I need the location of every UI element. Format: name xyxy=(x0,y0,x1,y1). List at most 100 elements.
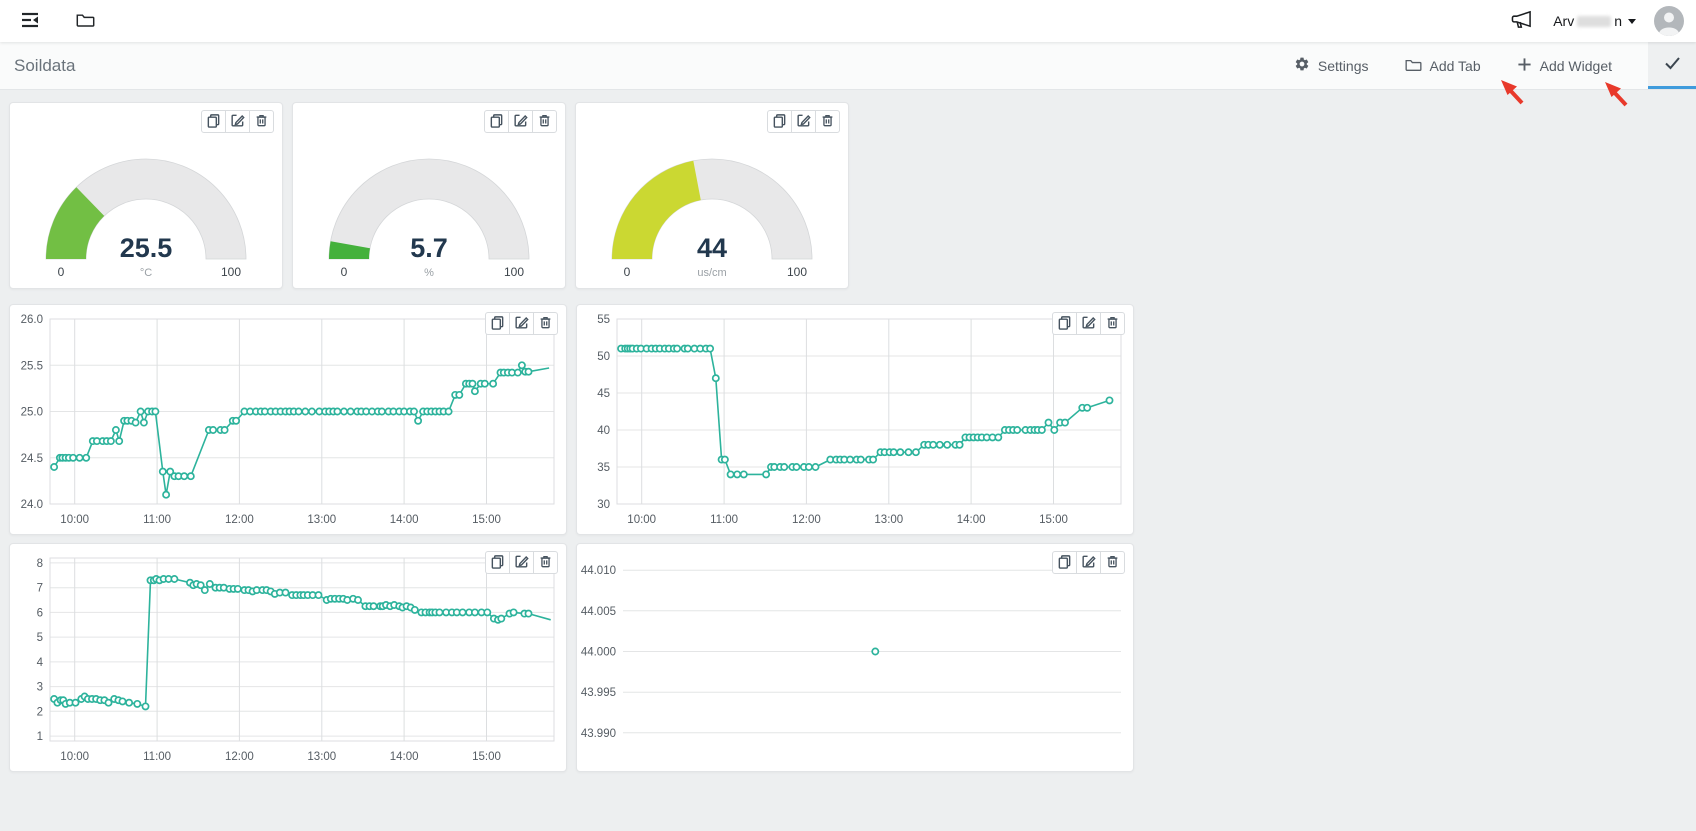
edit-widget-button[interactable] xyxy=(791,110,816,133)
topbar-right: Arv n xyxy=(1508,6,1684,36)
duplicate-widget-button[interactable] xyxy=(485,312,510,335)
svg-text:44.010: 44.010 xyxy=(581,565,616,577)
svg-text:44.005: 44.005 xyxy=(581,606,616,618)
gauge-arc: 25.5 xyxy=(45,158,247,263)
svg-text:11:00: 11:00 xyxy=(143,751,171,763)
svg-text:26.0: 26.0 xyxy=(21,314,43,326)
gauge-unit-label: °C xyxy=(139,267,153,279)
duplicate-icon xyxy=(490,554,505,572)
edit-widget-button[interactable] xyxy=(509,551,534,574)
gauge-min-label: 0 xyxy=(57,265,65,279)
megaphone-icon xyxy=(1510,10,1533,33)
svg-text:3: 3 xyxy=(37,682,43,694)
edit-icon xyxy=(1081,554,1096,572)
edit-widget-button[interactable] xyxy=(1076,551,1101,574)
gauge-unit-label: us/cm xyxy=(697,267,727,279)
chart-widget: 26.0 25.5 25.0 24.5 24.0 10:00 11:00 12:00 13:00… xyxy=(9,304,567,535)
svg-text:12:00: 12:00 xyxy=(225,514,254,526)
widget-actions xyxy=(1052,312,1125,335)
svg-text:25.0: 25.0 xyxy=(21,407,43,419)
svg-text:15:00: 15:00 xyxy=(1039,514,1068,526)
trash-icon xyxy=(537,113,552,131)
duplicate-icon xyxy=(490,315,505,333)
trash-icon xyxy=(538,315,553,333)
duplicate-widget-button[interactable] xyxy=(1052,551,1077,574)
duplicate-widget-button[interactable] xyxy=(767,110,792,133)
gauge-arc: 44 xyxy=(611,158,813,263)
svg-text:6: 6 xyxy=(37,607,43,619)
edit-widget-button[interactable] xyxy=(225,110,250,133)
delete-widget-button[interactable] xyxy=(532,110,557,133)
settings-label: Settings xyxy=(1317,57,1369,74)
svg-text:8: 8 xyxy=(37,558,43,570)
announcements-button[interactable] xyxy=(1508,8,1535,35)
folder-button[interactable] xyxy=(74,9,97,33)
svg-text:24.0: 24.0 xyxy=(21,499,43,511)
user-menu[interactable]: Arv n xyxy=(1553,13,1636,29)
delete-widget-button[interactable] xyxy=(533,551,558,574)
svg-text:24.5: 24.5 xyxy=(21,453,43,465)
delete-widget-button[interactable] xyxy=(1100,551,1125,574)
chart-widget: 44.010 44.005 44.000 43.995 43.990 xyxy=(576,543,1134,772)
svg-text:13:00: 13:00 xyxy=(307,514,336,526)
chevron-down-icon xyxy=(1628,18,1636,24)
delete-widget-button[interactable] xyxy=(249,110,274,133)
trash-icon xyxy=(538,554,553,572)
user-name-suffix: n xyxy=(1614,13,1622,29)
svg-text:15:00: 15:00 xyxy=(472,751,501,763)
delete-widget-button[interactable] xyxy=(815,110,840,133)
add-widget-button[interactable]: Add Widget xyxy=(1517,57,1612,75)
svg-text:10:00: 10:00 xyxy=(627,514,656,526)
check-icon xyxy=(1664,56,1681,73)
delete-widget-button[interactable] xyxy=(533,312,558,335)
trash-icon xyxy=(1105,315,1120,333)
plus-icon xyxy=(1517,57,1532,75)
widget-actions xyxy=(201,110,274,133)
person-icon xyxy=(1658,12,1680,36)
gear-icon xyxy=(1294,56,1310,75)
edit-icon xyxy=(230,113,245,131)
avatar[interactable] xyxy=(1654,6,1684,36)
timeseries-chart: 55 50 45 40 35 30 10:00 11:00 12:00 13:00 14:00 15:… xyxy=(597,314,1122,526)
trash-icon xyxy=(820,113,835,131)
add-tab-label: Add Tab xyxy=(1429,57,1481,74)
duplicate-widget-button[interactable] xyxy=(484,110,509,133)
widget-actions xyxy=(767,110,840,133)
gauge-min-label: 0 xyxy=(340,265,348,279)
active-dashboard-tab[interactable] xyxy=(1648,42,1696,89)
svg-text:25.5: 25.5 xyxy=(21,360,43,372)
duplicate-icon xyxy=(489,113,504,131)
add-tab-button[interactable]: Add Tab xyxy=(1405,57,1481,75)
widget-actions xyxy=(485,551,558,574)
sidebar-toggle-icon xyxy=(20,10,40,33)
edit-icon xyxy=(514,315,529,333)
sidebar-toggle-button[interactable] xyxy=(18,8,42,35)
svg-text:43.990: 43.990 xyxy=(581,728,616,740)
svg-text:12:00: 12:00 xyxy=(225,751,254,763)
duplicate-widget-button[interactable] xyxy=(201,110,226,133)
edit-widget-button[interactable] xyxy=(509,312,534,335)
svg-text:15:00: 15:00 xyxy=(472,514,501,526)
delete-widget-button[interactable] xyxy=(1100,312,1125,335)
edit-widget-button[interactable] xyxy=(508,110,533,133)
widget-actions xyxy=(1052,551,1125,574)
duplicate-widget-button[interactable] xyxy=(485,551,510,574)
duplicate-widget-button[interactable] xyxy=(1052,312,1077,335)
svg-text:11:00: 11:00 xyxy=(143,514,171,526)
gauge-arc: 5.7 xyxy=(328,158,530,263)
widget-actions xyxy=(484,110,557,133)
svg-text:10:00: 10:00 xyxy=(60,751,89,763)
trash-icon xyxy=(1105,554,1120,572)
svg-text:40: 40 xyxy=(597,425,610,437)
svg-text:14:00: 14:00 xyxy=(390,751,419,763)
topbar-left xyxy=(18,8,97,35)
svg-text:12:00: 12:00 xyxy=(792,514,821,526)
svg-text:5.7: 5.7 xyxy=(410,233,448,263)
charts-grid: 26.0 25.5 25.0 24.5 24.0 10:00 11:00 12:00 13:00… xyxy=(9,304,1696,772)
dashboard-content: 25.5 0 °C 100 5.7 0% 100 44 0 us/cm 100 26.0 25.5 25… xyxy=(0,102,1696,772)
edit-icon xyxy=(514,554,529,572)
svg-text:25.5: 25.5 xyxy=(120,233,173,263)
settings-button[interactable]: Settings xyxy=(1294,56,1369,75)
edit-widget-button[interactable] xyxy=(1076,312,1101,335)
folder-icon xyxy=(76,11,95,31)
